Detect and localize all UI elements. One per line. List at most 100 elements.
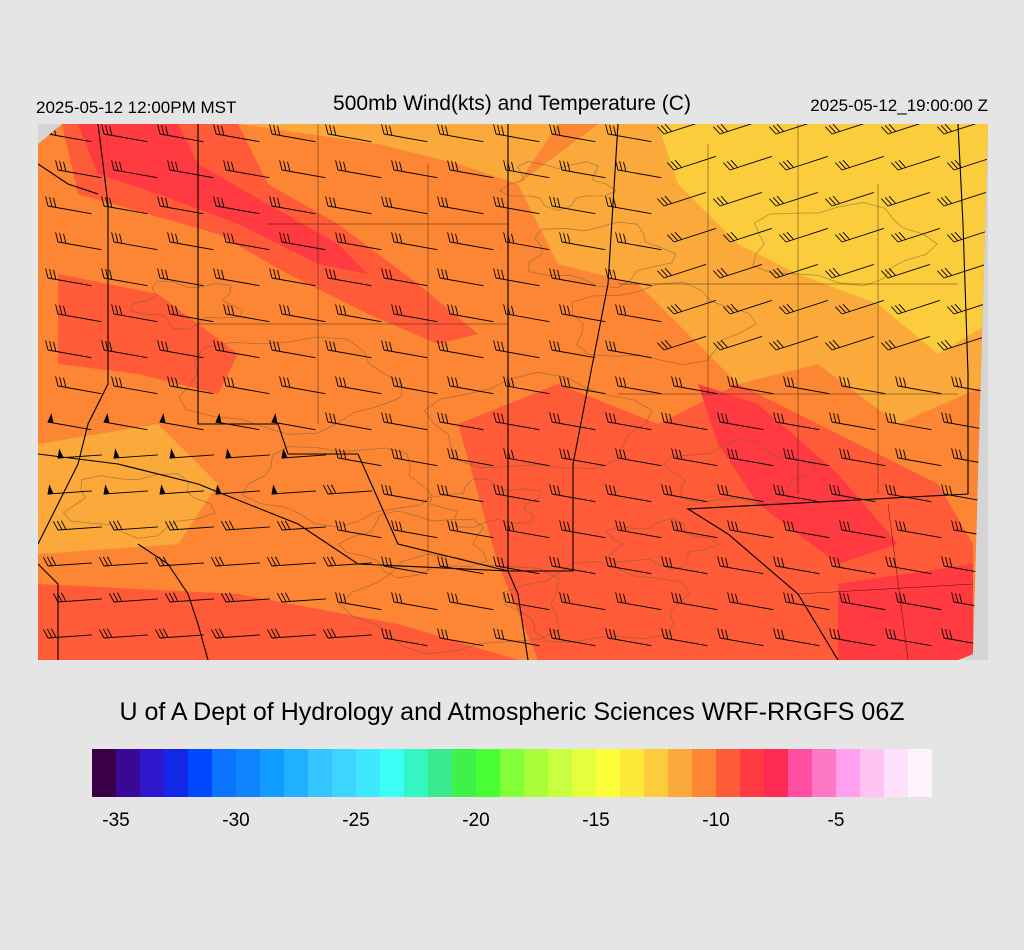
wind-barb [559, 232, 606, 251]
wind-barb [605, 556, 652, 575]
wind-barb [223, 376, 270, 395]
wind-barb [437, 556, 484, 575]
wind-barb [885, 412, 932, 431]
wind-barb [381, 412, 428, 431]
wind-barb [503, 520, 550, 539]
wind-barb [605, 412, 652, 431]
contour-line [129, 280, 244, 331]
colorbar-tick-label: -25 [342, 810, 370, 831]
wind-barb [103, 412, 148, 431]
colorbar-swatch [188, 749, 212, 797]
wind-barb [783, 376, 830, 395]
wind-barb [825, 263, 874, 279]
wind-barb [713, 263, 762, 279]
wind-barb [159, 412, 204, 431]
wind-barb [101, 196, 148, 215]
wind-barb [947, 155, 988, 171]
wind-barb [951, 376, 988, 395]
wind-barb [335, 448, 382, 467]
colorbar-swatch [764, 749, 788, 797]
colorbar-swatch [404, 749, 428, 797]
wind-barb [437, 196, 484, 215]
wind-barb [111, 304, 158, 323]
valid-time-utc: 2025-05-12_19:00:00 Z [810, 96, 988, 115]
wind-barb [335, 160, 382, 179]
wind-barb [951, 520, 988, 539]
wind-barb [549, 628, 596, 647]
wind-barb [947, 299, 988, 315]
wind-barb [45, 268, 92, 287]
wind-barb [103, 484, 148, 495]
wind-barb [325, 124, 372, 143]
cold-band-southwest [38, 584, 518, 660]
wind-barb [661, 556, 708, 575]
wind-barb [559, 592, 606, 611]
wind-barb [269, 268, 316, 287]
wind-barb [322, 628, 372, 639]
colorbar-swatch [332, 749, 356, 797]
wind-barb [108, 592, 158, 603]
wind-barb [769, 263, 818, 279]
wind-barb [769, 191, 818, 207]
wind-barb [169, 448, 214, 459]
wind-barb [325, 412, 372, 431]
wind-barb [45, 340, 92, 359]
wind-barb [717, 628, 764, 647]
wind-barb [167, 160, 214, 179]
wind-barb [773, 412, 820, 431]
wind-barb [839, 448, 886, 467]
colorbar-swatch [788, 749, 812, 797]
wind-barb [335, 304, 382, 323]
contour-line [241, 446, 433, 528]
wind-barb [55, 232, 102, 251]
colorbar-swatch [908, 749, 932, 797]
wind-barb [723, 299, 772, 315]
wind-barb [381, 196, 428, 215]
wind-barb [713, 191, 762, 207]
wind-barb [657, 263, 706, 279]
wind-barb [493, 484, 540, 503]
contour-line [528, 221, 677, 289]
wind-barb [164, 592, 214, 603]
wind-barb [773, 556, 820, 575]
wind-barb [276, 592, 326, 603]
wind-barb [223, 232, 270, 251]
wind-barb [549, 484, 596, 503]
wind-barb [937, 263, 986, 279]
wind-barb [157, 124, 204, 143]
wind-barb [493, 340, 540, 359]
wind-barb [391, 376, 438, 395]
wind-barb [727, 448, 774, 467]
wind-barb [269, 340, 316, 359]
wind-barb [215, 484, 260, 495]
wind-barb [447, 592, 494, 611]
wind-barb [391, 232, 438, 251]
coldest-corner-southeast [838, 564, 973, 660]
wind-barb [783, 592, 830, 611]
wind-barb [717, 412, 764, 431]
wind-barb [447, 304, 494, 323]
wind-barb [322, 484, 372, 495]
wind-barb [839, 520, 886, 539]
colorbar-swatch [476, 749, 500, 797]
wind-barb [391, 304, 438, 323]
wind-barb [159, 484, 204, 495]
wind-barb [615, 232, 662, 251]
wind-barb [101, 268, 148, 287]
wind-barb [157, 268, 204, 287]
wind-barb [615, 448, 662, 467]
cold-band-west [58, 274, 238, 394]
wind-barb [113, 448, 158, 459]
wind-barb [493, 628, 540, 647]
wind-barb [657, 335, 706, 351]
wind-barb [503, 304, 550, 323]
colorbar-tick-labels: -35 -30 -25 -20 -15 -10 -5 [0, 810, 1024, 840]
credit-line: U of A Dept of Hydrology and Atmospheric… [119, 698, 905, 726]
wind-barb [210, 556, 260, 567]
wind-barb [661, 412, 708, 431]
wind-barb [825, 191, 874, 207]
wind-barb [713, 335, 762, 351]
wind-barb [559, 160, 606, 179]
wind-barb [213, 268, 260, 287]
wind-barb [549, 556, 596, 575]
